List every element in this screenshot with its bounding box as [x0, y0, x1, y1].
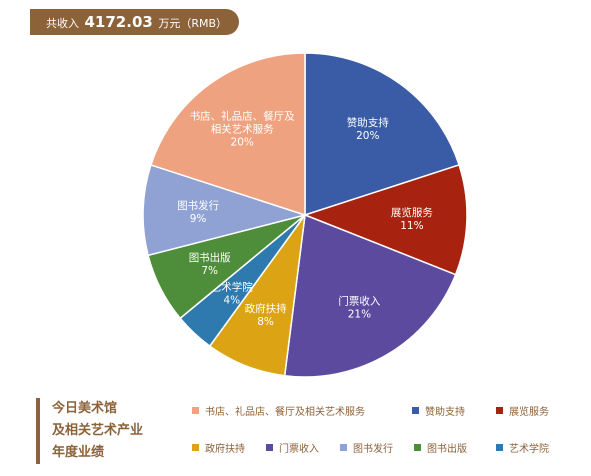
pie-slice-value: 20% — [356, 130, 379, 142]
pie-slice-6 — [142, 163, 308, 257]
pie-slice-value: 11% — [400, 220, 423, 232]
pie-slice-value: 9% — [190, 213, 207, 225]
legend-swatch — [192, 407, 199, 414]
pie-slice-name: 门票收入 — [338, 295, 380, 308]
pie-slice-label-2: 门票收入 21% — [338, 295, 380, 321]
pie-slice-label-6: 图书发行 9% — [177, 199, 219, 225]
legend-swatch — [192, 444, 199, 451]
legend-swatch — [414, 444, 421, 451]
pie-slice-value: 21% — [348, 309, 371, 321]
legend-swatch — [412, 407, 419, 414]
legend-swatch — [496, 407, 503, 414]
footer-title-line-2: 及相关艺术产业 — [52, 423, 144, 438]
legend-item: 展览服务 — [496, 403, 549, 418]
legend-label: 门票收入 — [279, 444, 319, 455]
pie-slice-name: 图书出版 — [189, 251, 231, 264]
legend-label: 图书出版 — [427, 444, 467, 455]
pie-slice-name: 赞助支持 — [347, 116, 389, 129]
pie-slice-label-5: 图书出版 7% — [189, 251, 231, 277]
legend-label: 艺术学院 — [509, 444, 549, 455]
pie-slice-value: 4% — [223, 294, 240, 306]
legend-item: 图书发行 — [340, 440, 393, 455]
legend-item: 赞助支持 — [412, 403, 465, 418]
pie-slice-name: 相关艺术服务 — [211, 123, 274, 136]
footer-title-line-1: 今日美术馆 — [52, 401, 118, 416]
legend-swatch — [340, 444, 347, 451]
legend-item: 政府扶持 — [192, 440, 245, 455]
pie-slice-label-0: 赞助支持 20% — [347, 116, 389, 142]
pie-slice-value: 20% — [231, 137, 254, 149]
legend-label: 赞助支持 — [425, 407, 465, 418]
pie-slice-1 — [302, 163, 468, 276]
income-amount: 4172.03 — [84, 13, 153, 31]
pie-slice-2 — [283, 213, 457, 378]
pie-slice-label-3: 政府扶持 8% — [245, 302, 287, 328]
pie-slice-name: 展览服务 — [391, 206, 433, 219]
legend-label: 图书发行 — [353, 444, 393, 455]
income-prefix: 共收入 — [46, 17, 79, 30]
pie-slice-name: 政府扶持 — [245, 302, 287, 315]
legend-label: 展览服务 — [509, 407, 549, 418]
pie-slice-7 — [149, 52, 306, 217]
pie-slice-label-7: 书店、礼品店、餐厅及相关艺术服务 20% — [190, 110, 295, 149]
legend-item: 书店、礼品店、餐厅及相关艺术服务 — [192, 403, 365, 418]
pie-slice-value: 7% — [201, 265, 218, 277]
pie-slice-0 — [304, 52, 461, 217]
legend-item: 门票收入 — [266, 440, 319, 455]
legend-label: 书店、礼品店、餐厅及相关艺术服务 — [205, 407, 365, 418]
legend-swatch — [496, 444, 503, 451]
pie-slice-name: 书店、礼品店、餐厅及 — [190, 110, 295, 123]
income-suffix: 万元（RMB） — [158, 17, 228, 30]
legend-swatch — [266, 444, 273, 451]
total-income-badge: 共收入 4172.03 万元（RMB） — [30, 9, 240, 35]
pie-slice-name: 图书发行 — [177, 199, 219, 212]
pie-slice-value: 8% — [257, 316, 274, 328]
footer-title-line-3: 年度业绩 — [52, 445, 105, 460]
footer-title: 今日美术馆 及相关艺术产业 年度业绩 — [36, 398, 143, 464]
legend-label: 政府扶持 — [205, 444, 245, 455]
legend-item: 艺术学院 — [496, 440, 549, 455]
pie-slice-label-1: 展览服务 11% — [391, 206, 433, 232]
legend-item: 图书出版 — [414, 440, 467, 455]
